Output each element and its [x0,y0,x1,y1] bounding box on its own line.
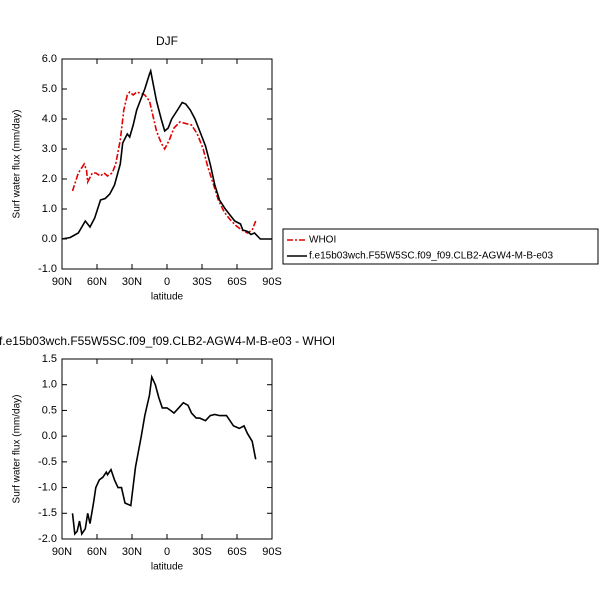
y-tick-label: -1.0 [38,481,57,493]
y-axis-label: Surf water flux (mm/day) [12,110,23,219]
x-tick-label: 30S [192,276,212,288]
y-tick-label: 1.0 [42,203,57,215]
y-tick-label: 5.0 [42,83,57,95]
y-tick-label: 0.0 [42,233,57,245]
y-tick-label: 1.5 [42,353,57,365]
x-tick-label: 0 [164,276,170,288]
y-tick-label: -1.0 [38,263,57,275]
y-tick-label: 3.0 [42,143,57,155]
chart-title: DJF [156,34,178,48]
x-tick-label: 30S [192,546,212,558]
x-tick-label: 90N [52,546,72,558]
x-tick-label: 60N [87,276,107,288]
y-tick-label: -2.0 [38,533,57,545]
x-tick-label: 30N [122,546,142,558]
y-tick-label: -1.5 [38,507,57,519]
x-tick-label: 60N [87,546,107,558]
legend-label: f.e15b03wch.F55W5SC.f09_f09.CLB2-AGW4-M-… [309,251,553,262]
x-tick-label: 60S [227,276,247,288]
y-tick-label: 6.0 [42,53,57,65]
y-tick-label: 0.5 [42,404,57,416]
legend-box [282,228,599,265]
y-tick-label: 4.0 [42,113,57,125]
x-tick-label: 60S [227,546,247,558]
x-tick-label: 0 [164,546,170,558]
data-line [71,374,257,536]
y-tick-label: 0.0 [42,430,57,442]
x-tick-label: 90S [262,546,282,558]
plot-frame [61,358,273,540]
data-line [61,68,272,240]
x-tick-label: 30N [122,276,142,288]
plot-frame [61,58,273,270]
x-axis-label: latitude [151,292,184,303]
y-axis-label: Surf water flux (mm/day) [12,395,23,504]
x-tick-label: 90S [262,276,282,288]
x-tick-label: 90N [52,276,72,288]
y-tick-label: -0.5 [38,456,57,468]
y-tick-label: 1.0 [42,379,57,391]
y-tick-label: 2.0 [42,173,57,185]
chart-title: f.e15b03wch.F55W5SC.f09_f09.CLB2-AGW4-M-… [0,334,335,348]
legend-label: WHOI [309,235,336,246]
x-axis-label: latitude [151,562,184,573]
